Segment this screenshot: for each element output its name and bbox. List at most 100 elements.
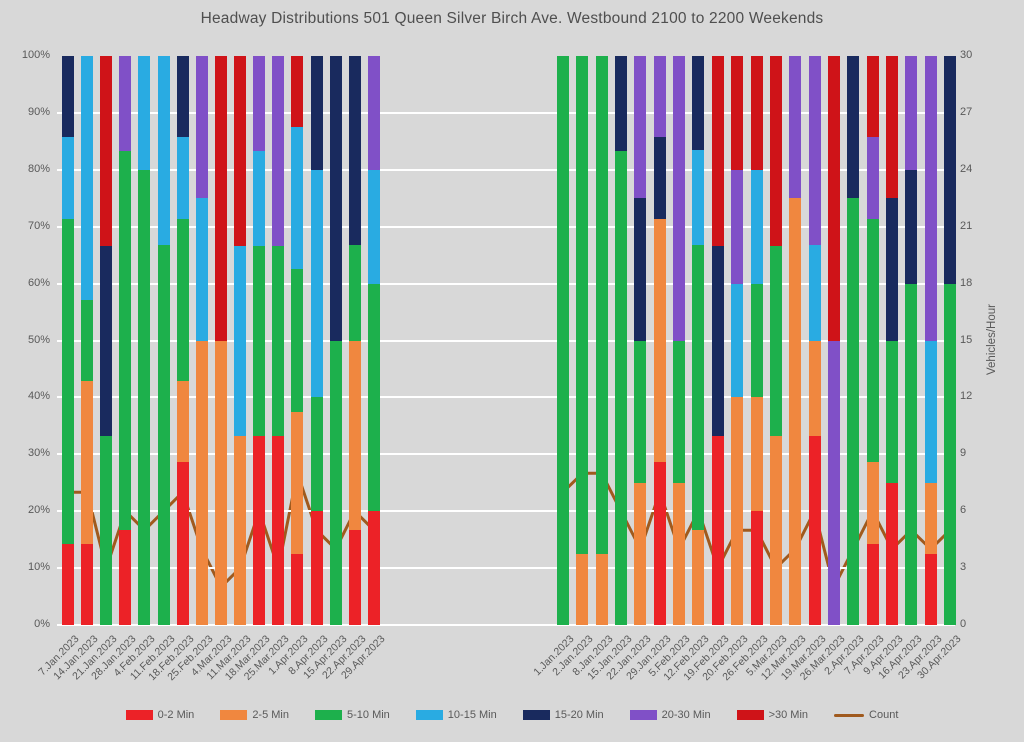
segment-15-20 Min — [634, 198, 647, 341]
legend-item-Count: Count — [834, 709, 898, 721]
right-axis-tick: 24 — [960, 162, 973, 175]
stacked-bar-20.Feb.2023 — [731, 56, 744, 625]
segment-2-5 Min — [81, 380, 94, 544]
segment-0-2 Min — [310, 511, 323, 625]
stacked-bar-8.Jan.2023 — [595, 56, 608, 625]
left-axis-tick: 30% — [27, 447, 50, 460]
stacked-bar-14.Jan.2023 — [81, 56, 94, 625]
segment-15-20 Min — [885, 198, 898, 341]
segment-15-20 Min — [847, 56, 860, 199]
segment-5-10 Min — [769, 246, 782, 436]
segment-15-20 Min — [711, 246, 724, 436]
stacked-bar-26.Mar.2023 — [827, 56, 840, 625]
segment-10-15 Min — [310, 169, 323, 398]
stacked-bar-18.Mar.2023 — [253, 56, 266, 625]
segment-20-30 Min — [731, 169, 744, 284]
stacked-bar-11.Mar.2023 — [234, 56, 247, 625]
segment-2-5 Min — [595, 553, 608, 625]
segment-2-5 Min — [214, 340, 227, 625]
stacked-bar-18.Feb.2023 — [176, 56, 189, 625]
segment-5-10 Min — [100, 435, 113, 625]
segment-10-15 Min — [692, 150, 705, 246]
stacked-bar-29.Apr.2023 — [367, 56, 380, 625]
left-axis-tick: 40% — [27, 390, 50, 403]
right-axis-tick: 21 — [960, 219, 973, 232]
segment-5-10 Min — [576, 56, 589, 554]
legend-label: 20-30 Min — [661, 709, 711, 721]
segment-20-30 Min — [253, 56, 266, 152]
segment-2-5 Min — [348, 340, 361, 530]
segment-5-10 Min — [944, 283, 956, 625]
segment-15-20 Min — [905, 169, 918, 284]
segment-0-2 Min — [885, 482, 898, 625]
segment-15-20 Min — [653, 137, 666, 219]
segment-0-2 Min — [119, 529, 132, 625]
left-axis-tick: 100% — [21, 49, 50, 61]
segment-2-5 Min — [673, 482, 686, 625]
segment-2-5 Min — [866, 462, 879, 544]
stacked-bar-4.Mar.2023 — [214, 56, 227, 625]
segment-2-5 Min — [576, 553, 589, 625]
legend-swatch-icon — [629, 710, 657, 720]
stacked-bar-12.Mar.2023 — [789, 56, 802, 625]
legend-swatch-icon — [736, 710, 764, 720]
legend-swatch-icon — [220, 710, 248, 720]
segment-2-5 Min — [924, 482, 937, 554]
stacked-bar-21.Jan.2023 — [100, 56, 113, 625]
segment-0-2 Min — [653, 462, 666, 625]
segment-5-10 Min — [329, 340, 342, 625]
stacked-bar-22.Apr.2023 — [348, 56, 361, 625]
left-axis-tick: 60% — [27, 276, 50, 289]
stacked-bar-25.Mar.2023 — [272, 56, 285, 625]
stacked-bar-11.Feb.2023 — [157, 56, 170, 625]
segment->30 Min — [100, 56, 113, 247]
segment->30 Min — [885, 56, 898, 199]
segment-2-5 Min — [789, 198, 802, 625]
stacked-bar-15.Apr.2023 — [329, 56, 342, 625]
segment-2-5 Min — [769, 435, 782, 625]
segment-0-2 Min — [291, 553, 304, 625]
right-axis-tick: 3 — [960, 561, 967, 574]
segment-5-10 Min — [272, 246, 285, 436]
segment-5-10 Min — [119, 151, 132, 530]
stacked-bar-1.Jan.2023 — [557, 56, 569, 625]
gridline-20pct — [57, 510, 955, 513]
segment-0-2 Min — [81, 543, 94, 625]
left-axis-tick: 20% — [27, 504, 50, 517]
segment-20-30 Min — [789, 56, 802, 199]
segment-5-10 Min — [138, 169, 151, 625]
segment-20-30 Min — [119, 56, 132, 152]
segment-10-15 Min — [138, 56, 151, 170]
right-axis-tick: 6 — [960, 504, 967, 517]
segment-20-30 Min — [808, 56, 821, 246]
segment-10-15 Min — [234, 246, 247, 436]
stacked-bar-1.Apr.2023 — [291, 56, 304, 625]
legend-item->30 Min: >30 Min — [736, 709, 808, 721]
segment-5-10 Min — [310, 397, 323, 512]
segment-10-15 Min — [157, 56, 170, 246]
segment-2-5 Min — [234, 435, 247, 625]
gridline-30pct — [57, 453, 955, 456]
segment-5-10 Min — [673, 340, 686, 483]
legend-swatch-icon — [315, 710, 342, 720]
segment-15-20 Min — [310, 56, 323, 170]
segment-10-15 Min — [924, 340, 937, 483]
segment-5-10 Min — [253, 246, 266, 436]
stacked-bar-25.Feb.2023 — [195, 56, 208, 625]
plot-area — [57, 56, 956, 626]
segment-20-30 Min — [866, 137, 879, 219]
legend-item-5-10 Min: 5-10 Min — [315, 709, 390, 721]
gridline-60pct — [57, 282, 955, 285]
segment-0-2 Min — [253, 435, 266, 625]
legend-label: 0-2 Min — [157, 709, 195, 721]
segment-0-2 Min — [866, 543, 879, 625]
left-axis-tick: 50% — [27, 333, 50, 346]
segment-15-20 Min — [176, 56, 189, 138]
stacked-bar-8.Apr.2023 — [310, 56, 323, 625]
segment-20-30 Min — [673, 56, 686, 341]
stacked-bar-2.Apr.2023 — [847, 56, 860, 625]
segment-5-10 Min — [557, 56, 569, 625]
segment-2-5 Min — [750, 397, 763, 512]
segment-10-15 Min — [81, 56, 94, 300]
gridline-50pct — [57, 339, 955, 342]
